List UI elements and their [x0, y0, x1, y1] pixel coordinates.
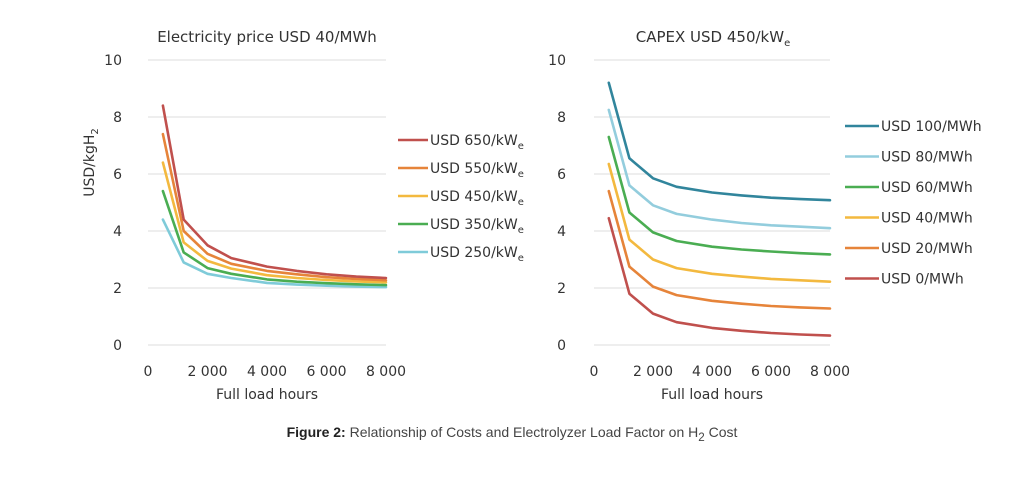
caption-text-before: Relationship of Costs and Electrolyzer L…: [345, 424, 699, 440]
legend-entry-sub: e: [518, 141, 524, 152]
legend-entry-main: USD 250/kW: [430, 245, 518, 261]
series-line-usd-20-mwh: [607, 189, 832, 310]
x-tick-label: 2 000: [187, 364, 227, 380]
series-group: [161, 104, 388, 289]
y-tick-label: 8: [113, 110, 122, 126]
y-tick-label: 6: [113, 167, 122, 183]
series-group: [607, 81, 832, 337]
chart-title: Electricity price USD 40/MWh: [157, 28, 377, 46]
x-tick-label: 8 000: [366, 364, 406, 380]
series-line-usd-40-mwh: [607, 162, 832, 284]
caption-label: Figure 2:: [286, 424, 346, 440]
legend-entry: USD 40/MWh: [881, 211, 973, 227]
x-tick-label: 6 000: [751, 364, 791, 380]
caption-subscript: 2: [698, 430, 705, 444]
y-tick-label: 6: [557, 167, 566, 183]
y-tick-label: 2: [113, 281, 122, 297]
legend-entry: USD 100/MWh: [881, 119, 982, 135]
x-tick-label: 4 000: [692, 364, 732, 380]
series-line-usd-60-mwh: [607, 135, 832, 256]
legend-entry: USD 350/kWe: [430, 217, 524, 236]
legend-entry-sub: e: [518, 169, 524, 180]
y-tick-label: 10: [104, 53, 122, 69]
series-line-usd-350-kw: [161, 189, 388, 287]
legend-entry-sub: e: [518, 225, 524, 236]
y-axis-label-sub: 2: [90, 128, 101, 134]
series-line-usd-0-mwh: [607, 216, 832, 337]
chart-title-sub: e: [784, 38, 790, 49]
legend-entry-main: USD 450/kW: [430, 189, 518, 205]
series-line-usd-250-kw: [161, 218, 388, 289]
y-tick-label: 8: [557, 110, 566, 126]
caption-text-after: Cost: [704, 424, 738, 440]
legend-entry-main: USD 550/kW: [430, 161, 518, 177]
figure-caption: Figure 2: Relationship of Costs and Elec…: [0, 424, 1024, 444]
y-tick-label: 10: [548, 53, 566, 69]
x-tick-label: 0: [144, 364, 153, 380]
chart-title-main: CAPEX USD 450/kW: [636, 28, 784, 46]
legend-entry-sub: e: [518, 253, 524, 264]
series-line-usd-450-kw: [161, 161, 388, 284]
y-tick-label: 0: [113, 338, 122, 354]
series-line-usd-650-kw: [161, 104, 388, 280]
series-line-usd-550-kw: [161, 132, 388, 282]
legend-entry-main: USD 350/kW: [430, 217, 518, 233]
legend-entry: USD 20/MWh: [881, 241, 973, 257]
legend-entry: USD 650/kWe: [430, 133, 524, 152]
legend-entry: USD 550/kWe: [430, 161, 524, 180]
x-tick-label: 2 000: [633, 364, 673, 380]
x-tick-label: 4 000: [247, 364, 287, 380]
y-tick-label: 4: [557, 224, 566, 240]
y-tick-label: 0: [557, 338, 566, 354]
chart-1: 0 2 4 6 8 10 0 2 000 4 000 6 000 8 000 Full load ho…: [82, 28, 524, 403]
legend-entry: USD 60/MWh: [881, 180, 973, 196]
y-tick-label: 2: [557, 281, 566, 297]
legend-entry: USD 250/kWe: [430, 245, 524, 264]
legend-entry-main: USD 650/kW: [430, 133, 518, 149]
x-tick-label: 8 000: [810, 364, 850, 380]
legend-entry: USD 0/MWh: [881, 272, 964, 288]
x-tick-label: 6 000: [306, 364, 346, 380]
series-line-usd-80-mwh: [607, 108, 832, 230]
chart-2: 0 2 4 6 8 10 0 2 000 4 000 6 000 8 000 Full load ho…: [548, 28, 981, 403]
x-tick-label: 0: [590, 364, 599, 380]
legend-entry: USD 450/kWe: [430, 189, 524, 208]
x-axis-label: Full load hours: [216, 387, 318, 403]
y-axis-label: USD/kgH2: [82, 128, 101, 197]
x-axis-label: Full load hours: [661, 387, 763, 403]
chart-title: CAPEX USD 450/kWe: [636, 28, 790, 49]
legend-entry-sub: e: [518, 197, 524, 208]
legend: USD 100/MWh USD 80/MWh USD 60/MWh USD 40/MW…: [845, 119, 982, 288]
legend-entry: USD 80/MWh: [881, 150, 973, 166]
y-axis-label-main: USD/kgH: [82, 135, 98, 197]
y-tick-label: 4: [113, 224, 122, 240]
series-line-usd-100-mwh: [607, 81, 832, 202]
